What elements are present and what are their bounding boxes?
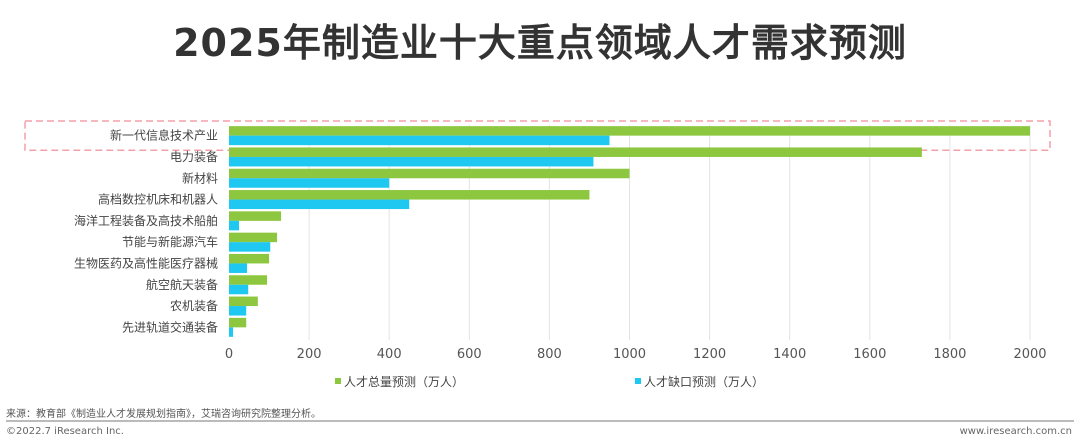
category-label: 新材料 [182,170,218,185]
bar-gap [229,327,234,337]
x-tick-label: 1000 [613,347,646,362]
x-tick-label: 1600 [853,347,886,362]
x-tick-label: 1800 [933,347,966,362]
divider [6,420,1074,422]
x-tick-label: 0 [225,347,233,362]
chart-title: 2025年制造业十大重点领域人才需求预测 [173,21,907,65]
bar-gap [229,156,594,167]
bar-total [229,275,268,285]
category-label: 海洋工程装备及高技术船舶 [74,213,218,228]
category-label: 节能与新能源汽车 [122,234,218,249]
bar-total [229,253,270,264]
category-label: 高档数控机床和机器人 [98,192,218,207]
category-label: 生物医药及高性能医疗器械 [74,255,218,270]
bar-gap [229,220,240,231]
bar-total [229,232,278,243]
legend-label: 人才总量预测（万人） [344,375,464,389]
bar-total [229,190,590,200]
category-label: 电力装备 [170,150,218,164]
website-url: www.iresearch.com.cn [959,426,1072,437]
category-label: 新一代信息技术产业 [110,128,218,143]
bar-gap [229,306,247,316]
x-tick-label: 200 [297,347,322,362]
category-label: 农机装备 [170,299,218,313]
x-tick-label: 400 [377,347,402,362]
bar-chart: 0 200 400 600 800 1000 1200 1400 1600 1800 2000 新一代… [24,120,1051,389]
legend-swatch [335,378,341,384]
x-tick-label: 1200 [693,347,726,362]
category-label: 航空航天装备 [146,277,218,292]
bar-total [229,296,258,307]
bar-gap [229,284,249,295]
x-tick-label: 800 [537,347,562,362]
bar-gap [229,199,410,210]
category-label: 先进轨道交通装备 [122,319,218,334]
bar-total [229,126,1030,136]
bar-total [229,317,247,328]
copyright: ©2022.7 iResearch Inc. [6,426,124,437]
legend-swatch [635,378,641,384]
x-tick-label: 600 [457,347,482,362]
bar-gap [229,135,610,146]
x-tick-label: 2000 [1013,347,1046,362]
bar-gap [229,242,271,252]
bar-gap [229,263,248,273]
bar-total [229,211,282,221]
bar-total [229,147,922,157]
bar-gap [229,178,390,188]
source-note: 来源：教育部《制造业人才发展规划指南》，艾瑞咨询研究院整理分析。 [6,409,321,420]
bar-total [229,168,630,179]
x-tick-label: 1400 [773,347,806,362]
legend-label: 人才缺口预测（万人） [644,374,764,389]
